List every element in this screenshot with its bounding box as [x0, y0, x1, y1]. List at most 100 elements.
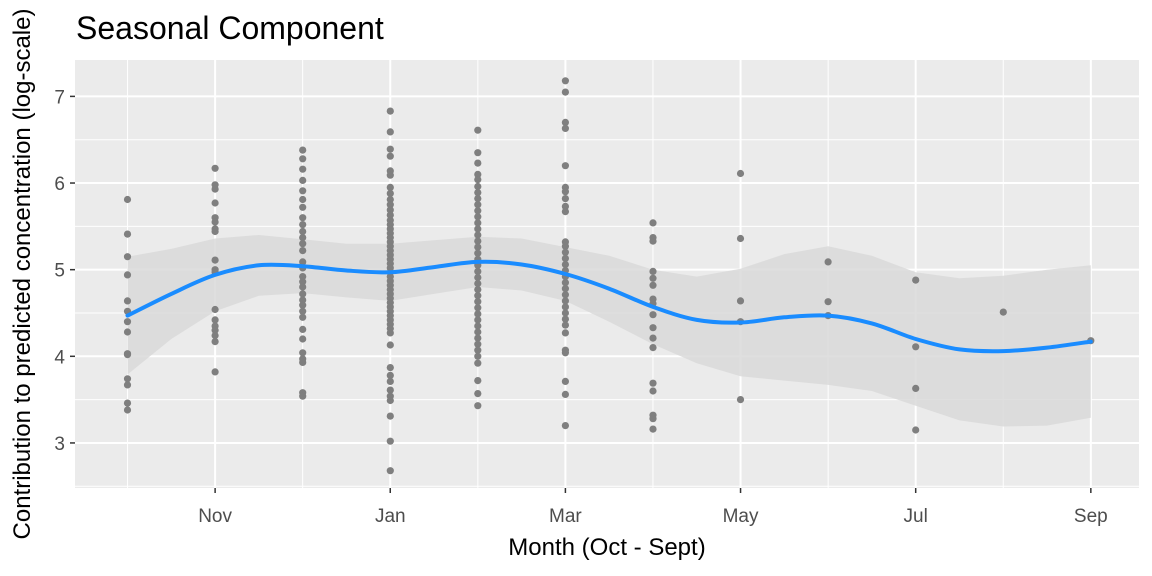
- y-axis-title: Contribution to predicted concentration …: [9, 9, 36, 540]
- data-point: [123, 195, 132, 204]
- data-point: [474, 298, 482, 306]
- data-point: [912, 384, 920, 392]
- data-point: [474, 359, 482, 367]
- data-point: [211, 326, 219, 334]
- data-point: [649, 219, 657, 227]
- data-point: [211, 164, 219, 172]
- data-point: [474, 279, 482, 288]
- data-point: [211, 305, 219, 314]
- data-point: [474, 346, 482, 354]
- data-point: [649, 324, 657, 332]
- data-point: [999, 308, 1007, 316]
- smooth-line: [125, 259, 1093, 354]
- data-point: [386, 183, 394, 191]
- data-point: [561, 208, 570, 216]
- data-point: [474, 219, 482, 227]
- data-point: [561, 377, 570, 385]
- data-point: [649, 425, 657, 433]
- data-point: [211, 316, 219, 324]
- data-point: [474, 286, 482, 294]
- data-point: [299, 227, 307, 236]
- data-point: [474, 213, 482, 221]
- data-point: [299, 335, 307, 343]
- data-point: [561, 309, 570, 317]
- data-point: [299, 221, 307, 229]
- data-point: [561, 315, 570, 323]
- data-point: [211, 331, 219, 340]
- data-point: [736, 234, 745, 243]
- data-point: [649, 387, 657, 395]
- y-tick-label: 3: [54, 434, 65, 455]
- chart-title: Seasonal Component: [76, 10, 384, 46]
- x-tick-label: Sep: [1074, 506, 1108, 527]
- data-points: [123, 77, 1095, 475]
- data-point: [474, 207, 482, 215]
- data-point: [561, 297, 570, 305]
- data-point: [386, 437, 394, 445]
- data-point: [474, 292, 482, 300]
- data-point: [211, 218, 219, 226]
- data-point: [561, 260, 570, 269]
- data-point: [123, 381, 132, 389]
- data-point: [474, 334, 482, 342]
- data-point: [211, 185, 219, 193]
- x-tick-label: Nov: [198, 506, 232, 527]
- data-point: [912, 343, 920, 351]
- data-point: [299, 155, 307, 163]
- data-point: [474, 170, 482, 178]
- data-point: [474, 126, 482, 134]
- data-point: [561, 124, 570, 132]
- y-tick-label: 7: [54, 87, 65, 108]
- y-axis: 3 4 5 6 7: [54, 87, 75, 455]
- data-point: [386, 396, 394, 405]
- data-point: [299, 203, 307, 211]
- data-point: [474, 402, 482, 410]
- y-tick-label: 6: [54, 174, 65, 195]
- data-point: [474, 316, 482, 324]
- data-point: [299, 234, 307, 242]
- data-point: [474, 225, 482, 233]
- data-point: [474, 390, 482, 398]
- data-point: [123, 318, 132, 326]
- data-point: [299, 358, 307, 366]
- data-point: [474, 189, 482, 197]
- y-tick-label: 5: [54, 261, 65, 282]
- data-point: [386, 329, 394, 337]
- data-point: [123, 253, 132, 261]
- x-tick-label: Jan: [375, 506, 406, 527]
- data-point: [299, 349, 307, 357]
- data-point: [474, 310, 482, 318]
- x-tick-label: May: [723, 506, 759, 527]
- data-point: [211, 227, 219, 236]
- data-point: [474, 159, 482, 167]
- data-point: [299, 195, 307, 204]
- data-point: [561, 248, 570, 256]
- data-point: [561, 321, 570, 329]
- data-point: [123, 399, 132, 407]
- data-point: [299, 176, 307, 184]
- data-point: [386, 341, 394, 349]
- data-point: [211, 256, 219, 264]
- data-point: [561, 202, 570, 210]
- data-point: [561, 195, 570, 203]
- confidence-ribbon: [127, 235, 1091, 427]
- data-point: [736, 169, 745, 178]
- data-point: [561, 291, 570, 299]
- data-point: [123, 328, 132, 336]
- data-point: [649, 415, 657, 423]
- data-point: [386, 145, 394, 153]
- data-point: [211, 199, 219, 207]
- data-point: [474, 237, 482, 245]
- y-tick-label: 4: [54, 347, 65, 368]
- data-point: [474, 304, 482, 312]
- data-point: [386, 201, 394, 209]
- data-point: [912, 426, 920, 434]
- data-point: [123, 351, 132, 359]
- data-point: [649, 311, 657, 319]
- data-point: [299, 214, 307, 222]
- data-point: [299, 301, 307, 309]
- data-point: [123, 297, 132, 305]
- data-point: [386, 211, 394, 219]
- data-point: [386, 107, 394, 115]
- data-point: [299, 165, 307, 173]
